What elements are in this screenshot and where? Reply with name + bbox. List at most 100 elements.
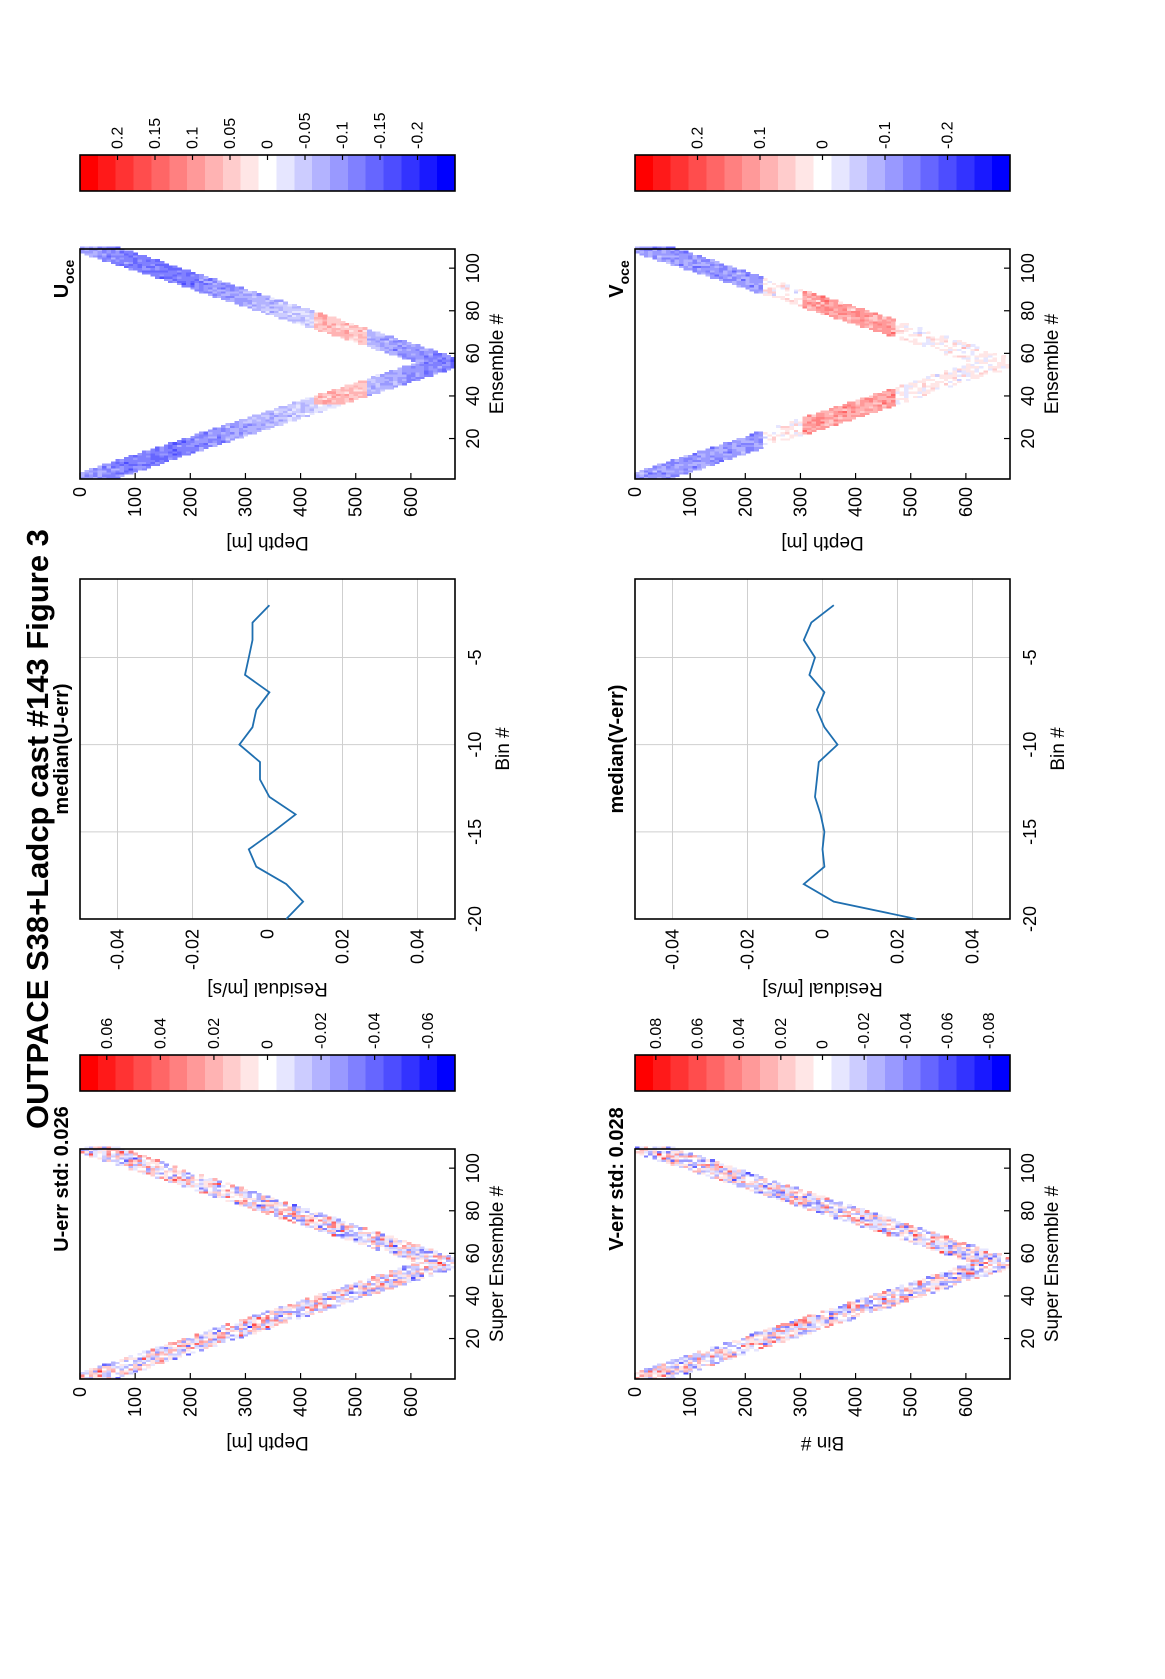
heatmap-cell	[335, 393, 341, 396]
heatmap-cell	[309, 1310, 315, 1313]
heatmap-cell	[331, 388, 337, 392]
heatmap-cell	[207, 433, 213, 437]
heatmap-cell	[331, 1301, 337, 1305]
heatmap-cell	[344, 1284, 350, 1288]
heatmap-cell	[203, 286, 209, 290]
heatmap-cell	[340, 388, 346, 392]
heatmap-cell	[393, 371, 399, 375]
heatmap-cell	[150, 269, 156, 273]
heatmap-cell	[419, 367, 425, 371]
colorbar-swatch	[97, 155, 117, 191]
y-tick-label: 600	[956, 1387, 976, 1417]
heatmap-cell	[168, 454, 174, 458]
heatmap-cell	[687, 454, 693, 458]
heatmap-cell	[371, 1276, 377, 1279]
heatmap-cell	[353, 386, 359, 390]
heatmap-cell	[212, 440, 218, 443]
heatmap-cell	[269, 1208, 275, 1211]
heatmap-cell	[393, 350, 399, 354]
heatmap-cell	[327, 1225, 333, 1228]
heatmap-cell	[410, 354, 416, 358]
heatmap-cell	[207, 282, 213, 286]
heatmap-cell	[159, 1350, 165, 1354]
heatmap-cell	[168, 276, 174, 279]
heatmap-cell	[331, 401, 337, 405]
heatmap-cell	[393, 339, 399, 343]
heatmap-cell	[128, 1152, 134, 1156]
heatmap-cell	[282, 418, 288, 422]
heatmap-cell	[402, 1242, 408, 1245]
heatmap-cell	[146, 1361, 152, 1365]
colorbar-swatch	[294, 155, 313, 191]
heatmap-cell	[917, 1227, 923, 1230]
heatmap-cell	[415, 1278, 421, 1282]
heatmap-cell	[366, 378, 372, 382]
heatmap-cell	[335, 322, 341, 326]
heatmap-cell	[388, 1250, 394, 1254]
heatmap-cell	[371, 1246, 377, 1250]
heatmap-cell	[247, 295, 253, 298]
heatmap-cell	[234, 1193, 240, 1196]
heatmap-cell	[194, 1346, 200, 1350]
heatmap-cell	[957, 365, 963, 369]
heatmap-cell	[639, 1369, 645, 1373]
heatmap-cell	[362, 1286, 368, 1290]
heatmap-cell	[935, 374, 941, 377]
heatmap-cell	[128, 467, 134, 471]
heatmap-cell	[185, 437, 191, 441]
heatmap-cell	[225, 431, 231, 435]
heatmap-cell	[410, 357, 416, 360]
heatmap-cell	[274, 312, 280, 316]
heatmap-cell	[238, 1195, 244, 1198]
heatmap-cell	[278, 305, 284, 309]
heatmap-cell	[441, 352, 447, 356]
heatmap-cell	[260, 1325, 266, 1328]
heatmap-cell	[260, 1314, 266, 1318]
heatmap-cell	[331, 329, 337, 333]
heatmap-cell	[115, 1163, 121, 1167]
heatmap-cell	[371, 388, 377, 392]
heatmap-cell	[234, 299, 240, 303]
heatmap-cell	[203, 1180, 209, 1184]
heatmap-cell	[318, 401, 324, 405]
heatmap-cell	[252, 1190, 258, 1194]
heatmap-cell	[97, 1372, 103, 1375]
heatmap-cell	[322, 1303, 328, 1307]
heatmap-cell	[446, 1257, 452, 1260]
heatmap-cell	[965, 344, 971, 347]
heatmap-cell	[260, 1208, 266, 1211]
heatmap-cell	[230, 293, 236, 296]
heatmap-cell	[172, 442, 178, 445]
heatmap-cell	[305, 322, 311, 326]
heatmap-cell	[216, 1188, 222, 1192]
heatmap-cell	[185, 1344, 191, 1348]
heatmap-cell	[393, 1284, 399, 1288]
heatmap-cell	[269, 416, 275, 420]
heatmap-cell	[754, 431, 760, 435]
heatmap-cell	[860, 1297, 866, 1301]
heatmap-cell	[340, 331, 346, 335]
heatmap-cell	[278, 405, 284, 409]
heatmap-cell	[820, 1195, 826, 1198]
heatmap-cell	[199, 442, 205, 445]
heatmap-cell	[110, 1372, 116, 1375]
heatmap-cell	[353, 1231, 359, 1235]
heatmap-cell	[146, 1165, 152, 1169]
heatmap-cell	[446, 1254, 452, 1258]
heatmap-cell	[163, 1173, 169, 1177]
heatmap-cell	[899, 1222, 905, 1226]
heatmap-cell	[322, 1222, 328, 1226]
heatmap-cell	[762, 1329, 768, 1333]
heatmap-cell	[168, 452, 174, 456]
heatmap-cell	[371, 1288, 377, 1292]
heatmap-cell	[384, 1282, 390, 1286]
heatmap-cell	[265, 1199, 271, 1203]
heatmap-cell	[415, 376, 421, 379]
heatmap-cell	[141, 1163, 147, 1167]
heatmap-cell	[141, 454, 147, 458]
heatmap-cell	[837, 1305, 843, 1309]
heatmap-cell	[203, 1186, 209, 1190]
heatmap-cell	[141, 1354, 147, 1358]
heatmap-cell	[163, 446, 169, 450]
heatmap-cell	[305, 318, 311, 322]
